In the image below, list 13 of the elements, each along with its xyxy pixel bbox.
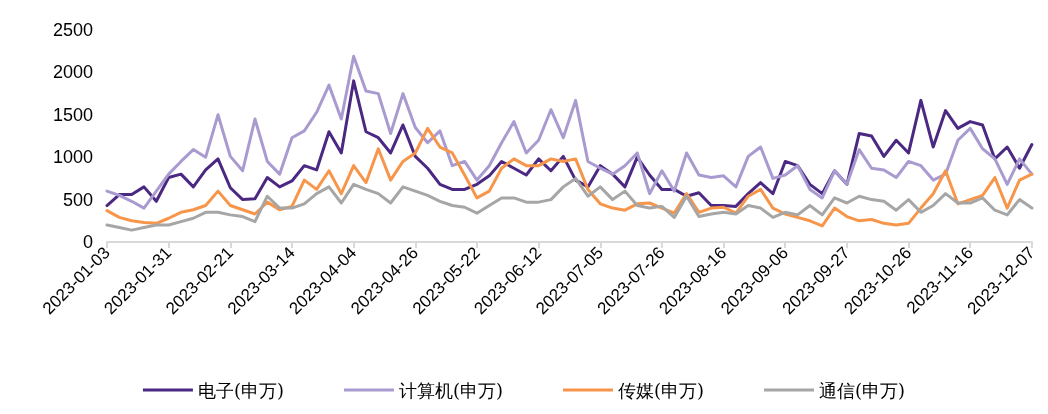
legend-label: 传媒(申万)	[618, 379, 705, 401]
y-tick-label: 1500	[52, 104, 93, 125]
y-tick-label: 0	[82, 232, 93, 252]
legend-label: 计算机(申万)	[398, 379, 503, 401]
legend-label: 电子(申万)	[197, 379, 284, 401]
y-tick-label: 500	[62, 189, 93, 210]
line-series	[105, 54, 1034, 210]
line-series	[105, 176, 1034, 232]
line-series	[105, 126, 1034, 228]
legend-label: 通信(申万)	[819, 379, 906, 401]
y-tick-label: 2000	[52, 62, 93, 83]
y-tick-label: 1000	[52, 147, 93, 168]
y-tick-label: 2500	[52, 20, 93, 40]
